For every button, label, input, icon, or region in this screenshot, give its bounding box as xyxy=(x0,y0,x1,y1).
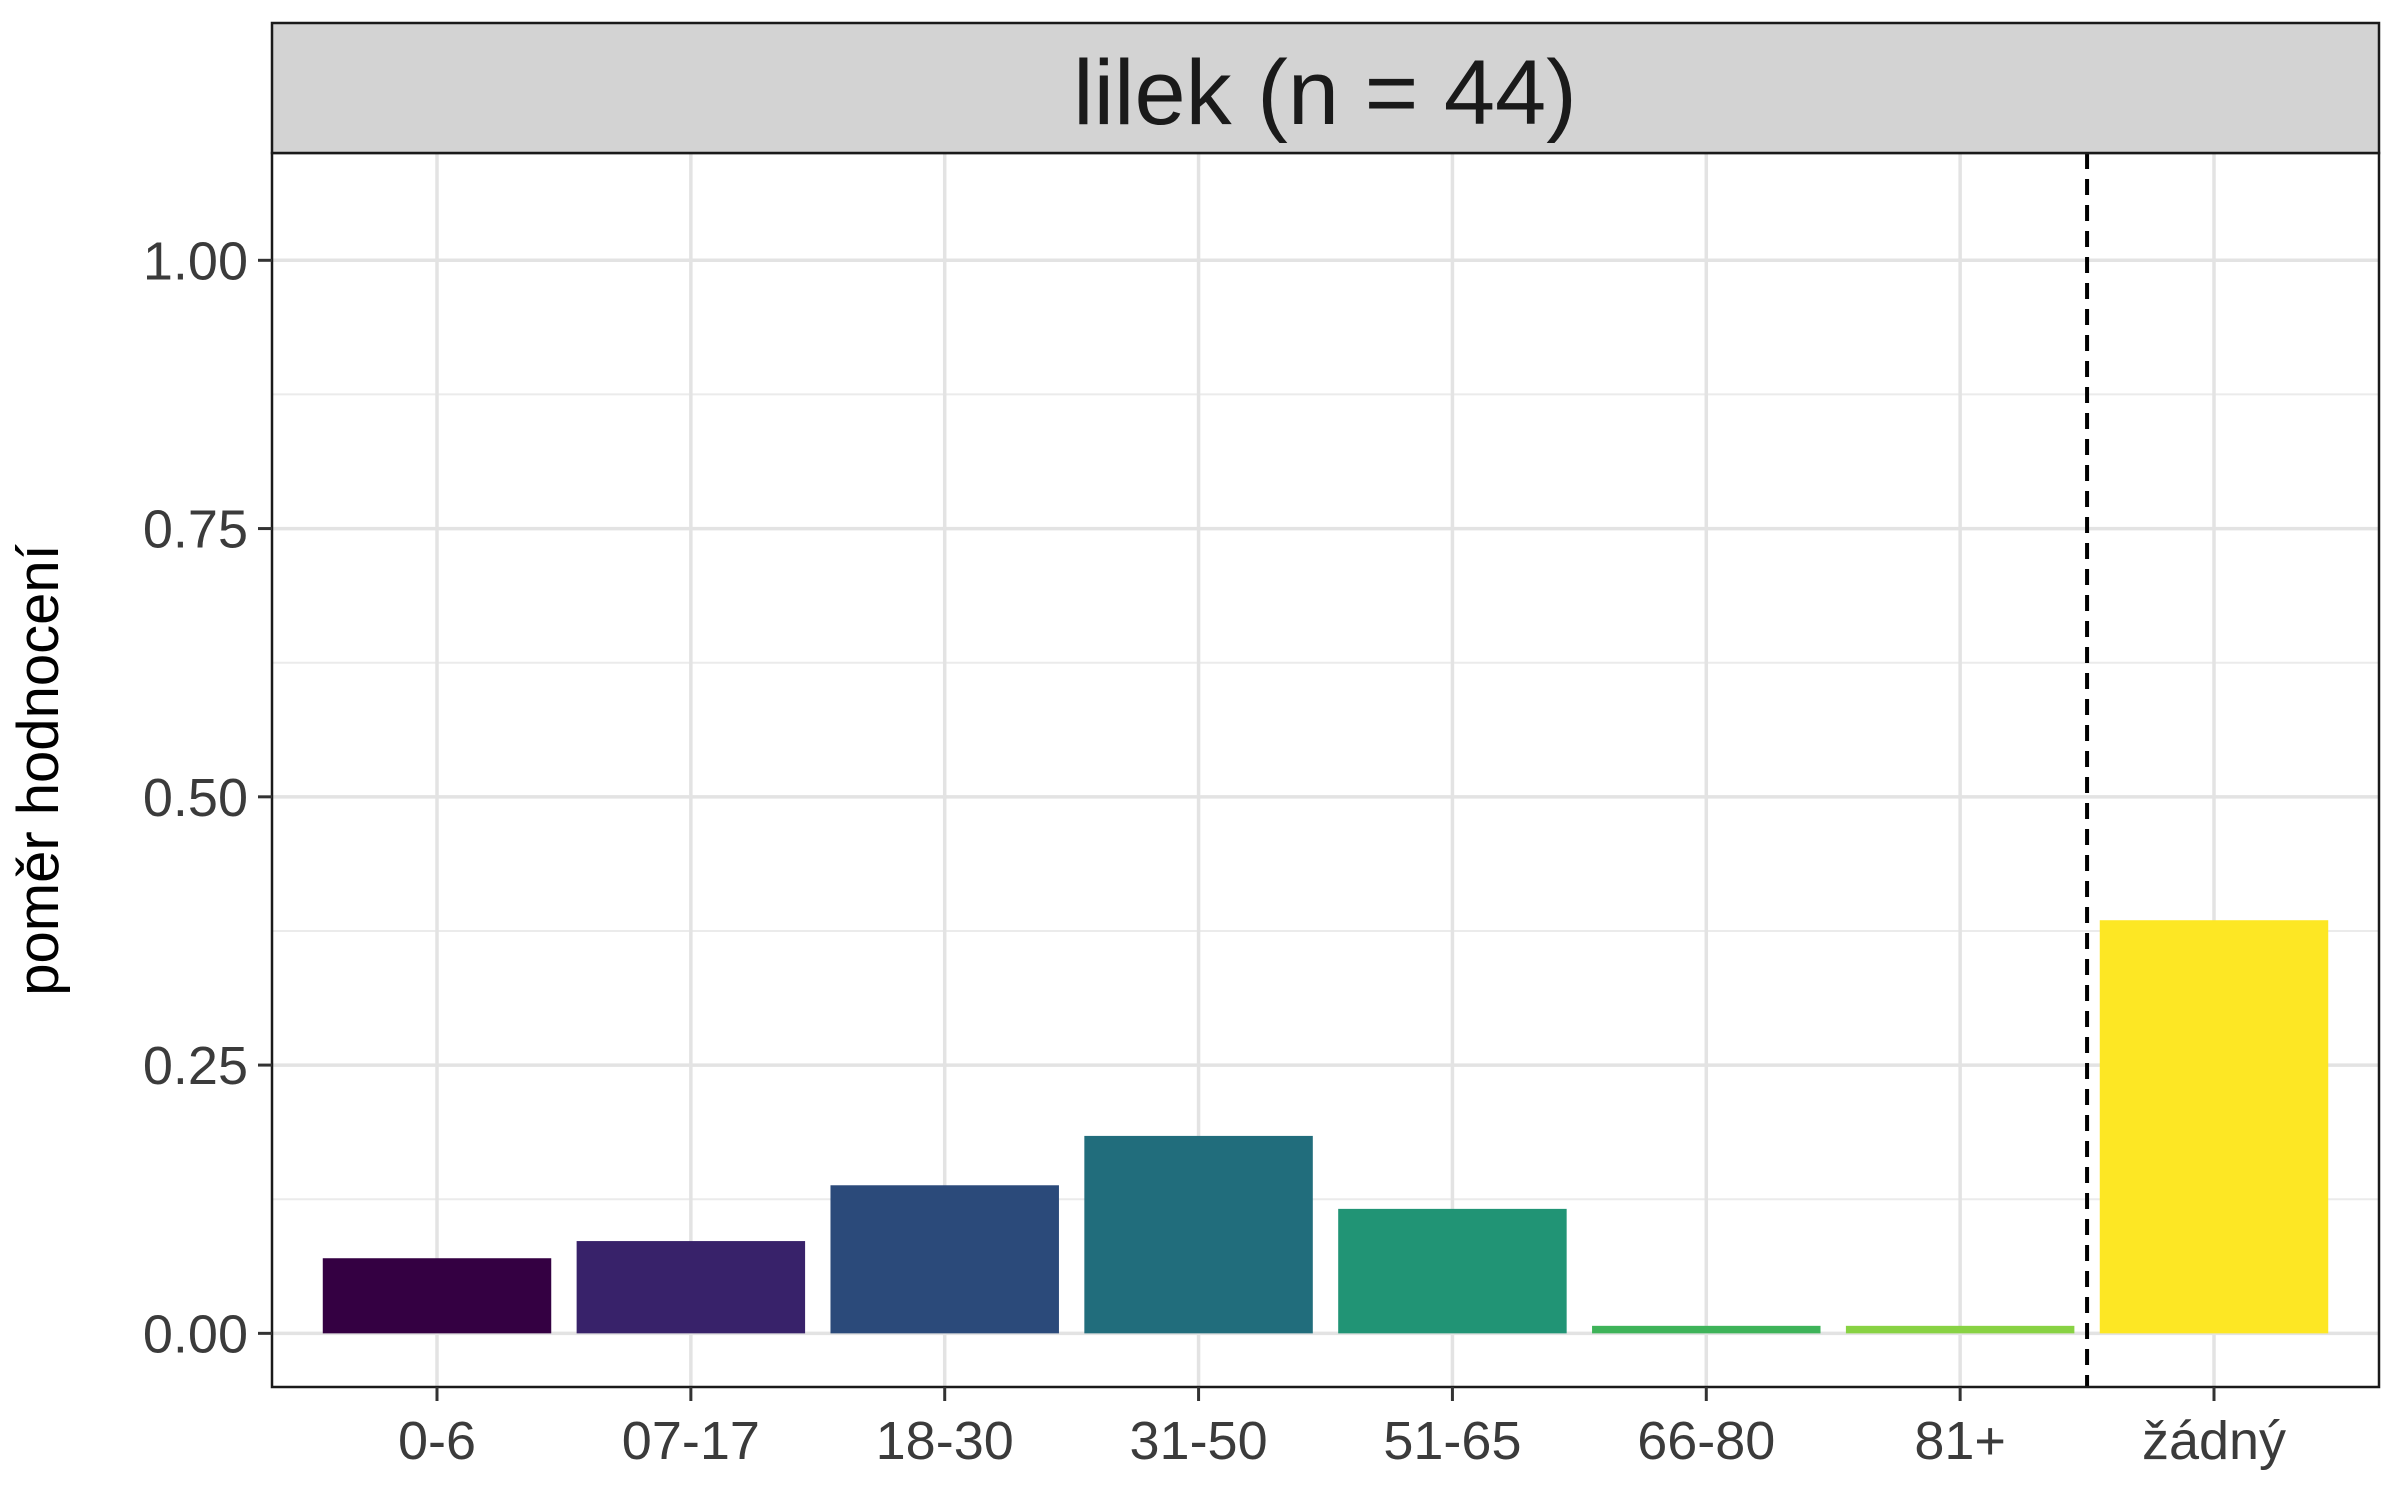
plot-background xyxy=(272,153,2379,1387)
bar-31-50 xyxy=(1084,1135,1313,1334)
y-tick-label: 0.25 xyxy=(143,1036,248,1096)
bar-0-6 xyxy=(322,1258,552,1334)
bar-18-30 xyxy=(830,1185,1059,1334)
y-axis-title: poměr hodnocení xyxy=(6,544,71,995)
x-tick-label: 31-50 xyxy=(1130,1411,1268,1471)
bar-81+ xyxy=(1845,1325,2075,1334)
x-axis: 0-6 07-17 18-30 31-50 51-65 66-80 81+ žádný xyxy=(398,1387,2286,1471)
y-axis: 0.00 0.25 0.50 0.75 1.00 xyxy=(143,231,272,1364)
x-tick-label: žádný xyxy=(2142,1411,2286,1471)
y-tick-label: 0.50 xyxy=(143,768,248,828)
facet-strip xyxy=(270,21,2381,155)
y-tick-label: 0.00 xyxy=(143,1304,248,1364)
y-tick-label: 0.75 xyxy=(143,500,248,560)
x-tick-label: 0-6 xyxy=(398,1411,476,1471)
bar-51-65 xyxy=(1338,1208,1567,1334)
x-tick-label: 51-65 xyxy=(1383,1411,1521,1471)
x-tick-label: 18-30 xyxy=(876,1411,1014,1471)
facet-strip-title: lilek (n = 44) xyxy=(1073,42,1577,144)
bar-žádný xyxy=(2099,920,2329,1334)
bar-66-80 xyxy=(1592,1325,1821,1334)
bar-07-17 xyxy=(576,1241,806,1334)
x-tick-label: 07-17 xyxy=(622,1411,760,1471)
x-tick-label: 66-80 xyxy=(1637,1411,1775,1471)
x-tick-label: 81+ xyxy=(1914,1411,2006,1471)
bars xyxy=(322,920,2329,1334)
y-tick-label: 1.00 xyxy=(143,231,248,291)
